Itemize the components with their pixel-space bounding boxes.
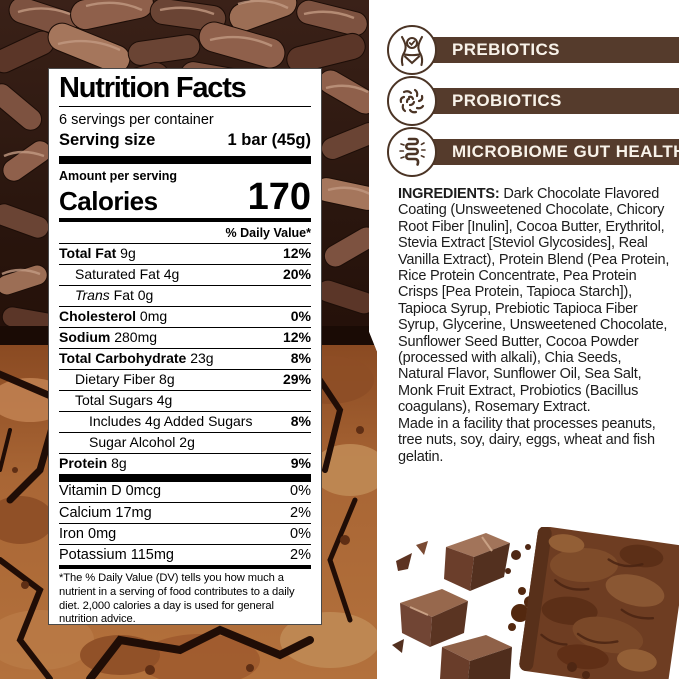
badge-prebiotics: PREBIOTICS (387, 25, 679, 75)
nutrient-daily-value: 12% (282, 245, 311, 262)
nutrient-row: Protein 8g 9% (59, 454, 311, 474)
daily-value-header: % Daily Value* (59, 222, 311, 244)
badge-circle (387, 25, 437, 75)
nutrient-rows: Total Fat 9g 12% Saturated Fat 4g 20% Trans … (59, 244, 311, 474)
bacteria-icon (399, 88, 425, 114)
nutrient-daily-value: 8% (290, 350, 311, 367)
nutrient-row: Cholesterol 0mg 0% (59, 307, 311, 328)
micronutrient-daily-value: 2% (290, 546, 311, 563)
divider-thick-top (59, 156, 311, 165)
badge-bar: PROBIOTICS (412, 88, 679, 114)
nutrient-row: Total Carbohydrate 23g 8% (59, 349, 311, 370)
nutrient-label: Sodium 280mg (59, 329, 158, 346)
badge-circle (387, 127, 437, 177)
micronutrient-row: Iron 0mg 0% (59, 524, 311, 546)
nutrient-daily-value: 0% (290, 308, 311, 325)
servings-per-container: 6 servings per container (59, 112, 214, 129)
micro-rows: Vitamin D 0mcg 0% Calcium 17mg 2% Iron 0mg 0%… (59, 482, 311, 566)
nutrition-facts-panel: Nutrition Facts 6 servings per container… (48, 68, 322, 625)
ingredients-heading: INGREDIENTS: (398, 186, 500, 202)
ingredients-paragraph: INGREDIENTS: Dark Chocolate Flavored Coa… (398, 186, 670, 416)
badge-label: PREBIOTICS (452, 40, 560, 59)
micronutrient-row: Calcium 17mg 2% (59, 503, 311, 525)
brownie-photo (390, 526, 679, 679)
nutrient-label: Protein 8g (59, 455, 127, 472)
nutrient-row: Sugar Alcohol 2g (59, 433, 311, 454)
divider-medium-footnote (59, 565, 311, 570)
micronutrient-row: Vitamin D 0mcg 0% (59, 482, 311, 503)
nutrient-label: Total Fat 9g (59, 245, 136, 262)
ingredients-text: Dark Chocolate Flavored Coating (Unsweet… (398, 186, 670, 416)
micronutrient-label: Iron 0mg (59, 525, 117, 542)
serving-size-value: 1 bar (45g) (227, 131, 311, 150)
badge-circle (387, 76, 437, 126)
ingredients-block: INGREDIENTS: Dark Chocolate Flavored Coa… (398, 186, 670, 465)
micronutrient-label: Calcium 17mg (59, 504, 152, 521)
nutrient-daily-value: 20% (282, 266, 311, 283)
serving-size-row: Serving size 1 bar (45g) (59, 129, 311, 156)
nutrient-row: Includes 4g Added Sugars 8% (59, 412, 311, 433)
nutrient-label: Saturated Fat 4g (75, 266, 180, 283)
nutrient-label: Total Sugars 4g (75, 392, 173, 409)
divider-medium-calories (59, 217, 311, 222)
nutrient-row: Total Sugars 4g (59, 391, 311, 412)
nutrient-row: Saturated Fat 4g 20% (59, 265, 311, 286)
nutrient-daily-value: 8% (290, 413, 311, 430)
daily-value-footnote: *The % Daily Value (DV) tells you how mu… (59, 572, 295, 626)
nutrient-label: Trans Fat 0g (75, 287, 154, 304)
nutrient-label: Sugar Alcohol 2g (89, 434, 195, 451)
micronutrient-label: Potassium 115mg (59, 546, 174, 563)
badge-label: MICROBIOME GUT HEALTH (452, 142, 679, 161)
serving-size-label: Serving size (59, 131, 156, 150)
micronutrient-row: Potassium 115mg 2% (59, 545, 311, 565)
nutrient-row: Trans Fat 0g (59, 286, 311, 307)
waist-check-icon (400, 35, 424, 67)
nutrient-label: Cholesterol 0mg (59, 308, 168, 325)
badge-probiotics: PROBIOTICS (387, 76, 679, 126)
nutrient-label: Includes 4g Added Sugars (89, 413, 253, 430)
badge-label: PROBIOTICS (452, 91, 562, 110)
nutrient-daily-value: 29% (282, 371, 311, 388)
calories-label: Calories (59, 185, 158, 216)
amount-per-serving-label: Amount per serving (59, 169, 178, 184)
nutrition-facts-title: Nutrition Facts (59, 73, 311, 108)
micronutrient-daily-value: 0% (290, 525, 311, 542)
micronutrient-label: Vitamin D 0mcg (59, 483, 162, 500)
badge-bar: PREBIOTICS (412, 37, 679, 63)
chocolate-photo: Nutrition Facts 6 servings per container… (0, 0, 377, 679)
nutrient-row: Dietary Fiber 8g 29% (59, 370, 311, 391)
allergen-note: Made in a facility that processes peanut… (398, 415, 656, 465)
micronutrient-daily-value: 0% (290, 483, 311, 500)
nutrient-row: Sodium 280mg 12% (59, 328, 311, 349)
badge-bar: MICROBIOME GUT HEALTH (412, 139, 679, 165)
nutrient-label: Total Carbohydrate 23g (59, 350, 214, 367)
nutrient-daily-value: 9% (290, 455, 311, 472)
gut-icon (399, 137, 426, 166)
calories-value: 170 (247, 176, 311, 219)
badge-microbiome-gut-health: MICROBIOME GUT HEALTH (387, 127, 679, 177)
nutrient-daily-value: 12% (282, 329, 311, 346)
nutrient-label: Dietary Fiber 8g (75, 371, 175, 388)
calories-row: Calories 170 (59, 176, 311, 219)
divider-thick-bottom (59, 473, 311, 482)
brownie-photo-art (392, 526, 679, 679)
nutrient-row: Total Fat 9g 12% (59, 244, 311, 265)
micronutrient-daily-value: 2% (290, 504, 311, 521)
